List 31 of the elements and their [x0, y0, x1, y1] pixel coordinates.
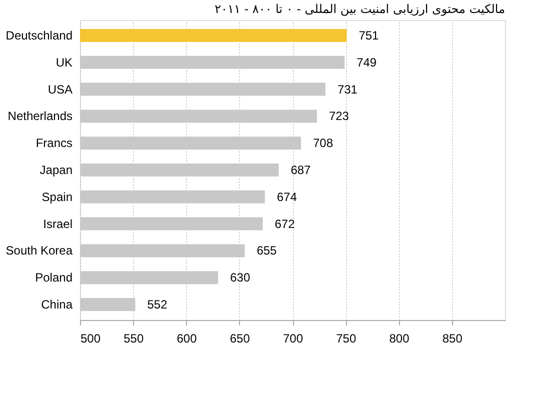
x-tick-label: 550	[124, 332, 144, 346]
x-tick-label: 650	[230, 332, 250, 346]
data-label: 751	[358, 28, 380, 42]
data-label: 731	[337, 82, 358, 96]
y-tick-label: Francs	[36, 136, 72, 150]
data-label: 687	[290, 163, 312, 177]
chart-title: مالکیت محتوی ارزیابی امنیت بین المللی - ۰ تا ۸۰۰ - ۲۰۱۱	[214, 2, 505, 16]
y-tick-label: Israel	[43, 216, 72, 231]
y-tick-label: China	[41, 298, 73, 312]
data-label: 672	[274, 216, 296, 231]
data-label: 749	[356, 55, 377, 70]
x-tick-label: 500	[80, 332, 101, 346]
data-label: 674	[276, 190, 298, 204]
y-tick-label: South Korea	[6, 244, 73, 258]
data-label: 655	[256, 244, 278, 258]
x-tick-label: 600	[176, 332, 198, 346]
x-tick-label: 700	[282, 332, 304, 346]
x-tick-label: 800	[389, 332, 410, 346]
data-label: 630	[230, 270, 250, 285]
y-tick-label: USA	[48, 82, 72, 96]
y-tick-label: Poland	[35, 270, 72, 285]
y-tick-label: Spain	[42, 190, 72, 204]
data-label: 708	[313, 136, 334, 150]
x-tick-label: 850	[442, 332, 463, 346]
y-tick-label: Japan	[40, 163, 72, 177]
y-tick-label: UK	[56, 55, 72, 70]
y-tick-label: Deutschland	[6, 28, 72, 42]
data-label: 723	[328, 109, 350, 124]
x-tick-label: 750	[336, 332, 356, 346]
y-tick-label: Netherlands	[8, 109, 72, 124]
data-label: 552	[147, 298, 168, 312]
